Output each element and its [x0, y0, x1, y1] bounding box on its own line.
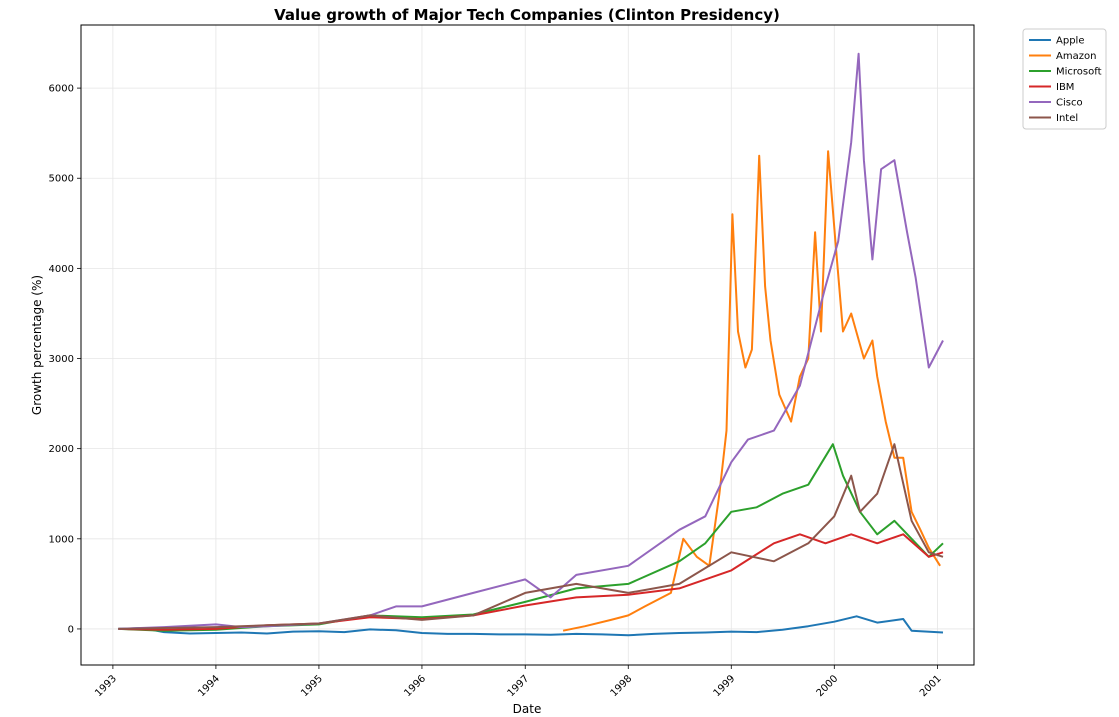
legend-label: IBM	[1056, 82, 1074, 93]
series-line-amazon	[562, 150, 941, 632]
legend-label: Intel	[1056, 113, 1078, 124]
grid	[81, 25, 974, 665]
series-line-intel	[118, 443, 944, 630]
legend-label: Microsoft	[1056, 67, 1102, 78]
legend-label: Cisco	[1056, 98, 1083, 109]
chart-title: Value growth of Major Tech Companies (Cl…	[274, 6, 780, 24]
series-line-apple	[118, 615, 944, 637]
y-axis-label: Growth percentage (%)	[30, 275, 44, 415]
y-tick-label: 1000	[49, 534, 74, 545]
x-axis-label: Date	[513, 702, 542, 716]
legend-label: Apple	[1056, 36, 1084, 47]
plot-frame	[80, 24, 975, 666]
y-tick-label: 2000	[49, 444, 74, 455]
y-tick-label: 5000	[49, 174, 74, 185]
legend: Apple Amazon Microsoft IBM Cisco Intel	[1022, 28, 1107, 130]
legend-label: Amazon	[1056, 51, 1096, 62]
y-tick-label: 3000	[49, 354, 74, 365]
series-layer	[118, 52, 944, 637]
y-tick-label: 6000	[49, 84, 74, 95]
y-tick-label: 4000	[49, 264, 74, 275]
y-axis-ticks: 0 1000 2000 3000 4000 5000 6000	[49, 84, 81, 635]
y-tick-label: 0	[68, 624, 74, 635]
legend-box	[1022, 28, 1107, 130]
